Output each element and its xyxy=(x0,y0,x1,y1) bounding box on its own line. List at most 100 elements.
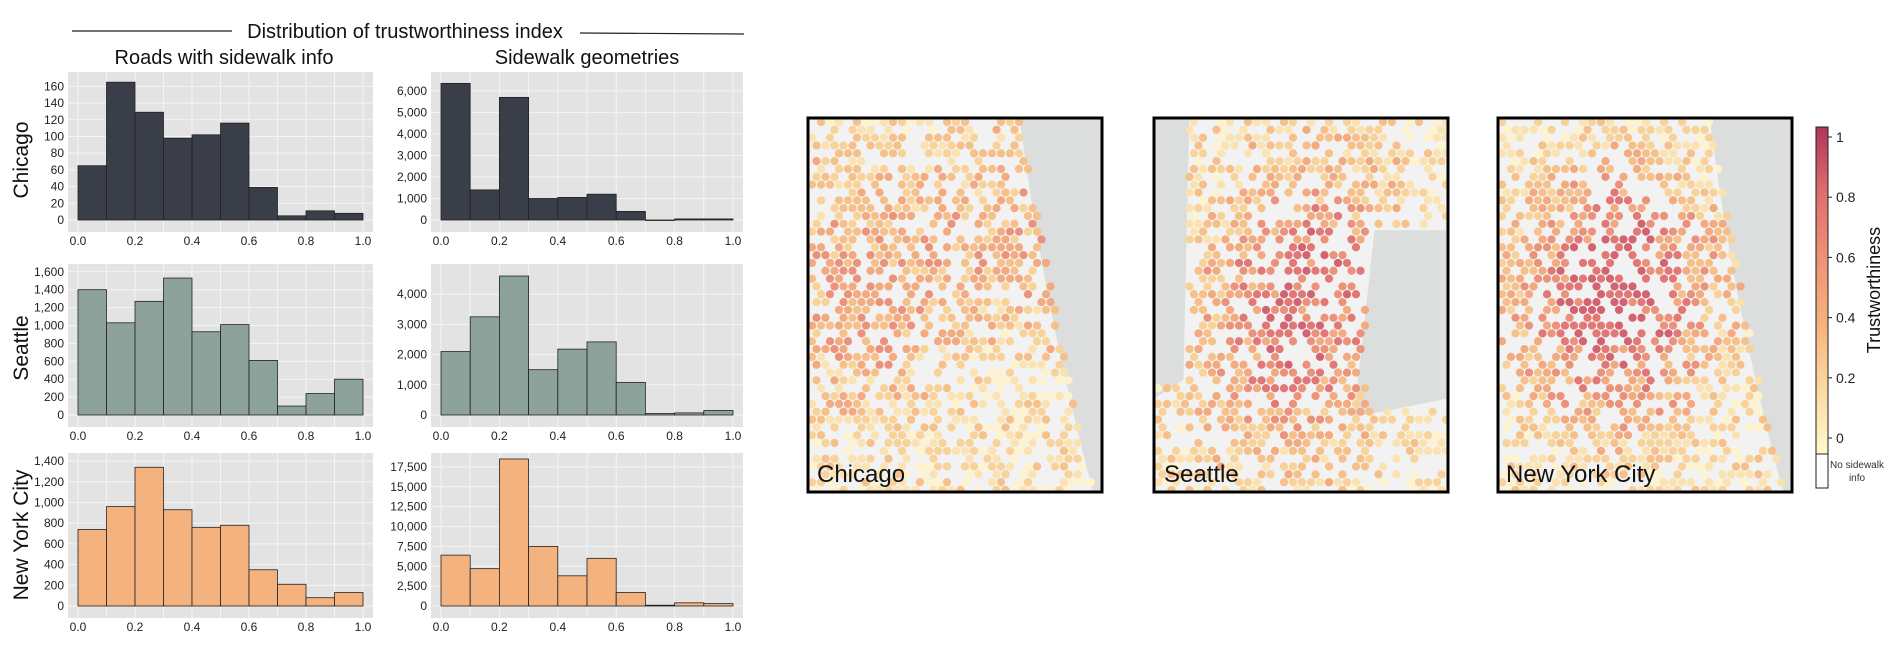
map-hex-cell xyxy=(808,462,817,471)
map-hex-cell xyxy=(1154,384,1163,393)
map-hex-cell xyxy=(1637,219,1646,228)
map-hex-cell xyxy=(1668,321,1678,330)
map-hex-cell xyxy=(1356,266,1365,275)
map-hex-cell xyxy=(1605,258,1615,268)
map-hex-cell xyxy=(1637,125,1646,134)
map-hex-cell xyxy=(1673,485,1682,492)
map-hex-cell xyxy=(866,172,875,181)
map-hex-cell xyxy=(1601,376,1610,385)
map-hex-cell xyxy=(1019,329,1028,338)
map-hex-cell xyxy=(1664,485,1673,492)
map-hex-cell xyxy=(938,297,947,307)
map-hex-cell xyxy=(875,391,884,401)
map-hex-cell xyxy=(1529,204,1538,213)
map-hex-cell xyxy=(956,485,965,492)
map-hex-cell xyxy=(1279,305,1289,315)
map-hex-cell xyxy=(906,196,916,205)
map-hex-cell xyxy=(960,118,970,127)
map-hex-cell xyxy=(1243,415,1253,424)
map-hex-cell xyxy=(1560,196,1570,205)
map-hex-cell xyxy=(1520,485,1529,492)
map-hex-cell xyxy=(1515,431,1525,440)
map-hex-cell xyxy=(951,243,961,252)
map-hex-cell xyxy=(1432,133,1442,142)
map-hex-cell xyxy=(956,438,965,448)
map-hex-cell xyxy=(821,454,830,463)
map-hex-cell xyxy=(866,204,875,213)
row-label-new-york-city: New York City xyxy=(10,469,33,600)
map-hex-cell xyxy=(1664,172,1673,181)
map-hex-cell xyxy=(987,227,997,236)
map-hex-cell xyxy=(1628,141,1637,150)
map-hex-cell xyxy=(1046,297,1055,307)
map-hex-cell xyxy=(1727,407,1736,416)
map-hex-cell xyxy=(1221,423,1230,432)
map-hex-cell xyxy=(1673,282,1682,291)
map-hex-cell xyxy=(1560,290,1570,299)
map-hex-cell xyxy=(902,423,911,432)
map-hex-cell xyxy=(1243,227,1253,236)
map-hex-cell xyxy=(1533,180,1543,189)
map-hex-cell xyxy=(1270,415,1280,424)
map-hex-cell xyxy=(929,141,938,150)
map-hex-cell xyxy=(1511,251,1520,260)
map-hex-cell xyxy=(929,423,938,432)
map-hex-cell xyxy=(875,219,884,228)
map-hex-cell xyxy=(1423,196,1433,205)
map-hex-cell xyxy=(1646,376,1655,385)
map-hex-cell xyxy=(1614,180,1624,189)
map-hex-cell xyxy=(1700,235,1709,244)
map-hex-cell xyxy=(1347,188,1356,197)
map-hex-cell xyxy=(1257,251,1266,260)
x-tick-label: 0.8 xyxy=(298,620,315,634)
map-hex-cell xyxy=(1239,251,1248,260)
map-hex-cell xyxy=(929,297,938,307)
map-hex-cell xyxy=(1592,376,1601,385)
map-hex-cell xyxy=(897,118,907,127)
map-hex-cell xyxy=(1185,391,1194,401)
map-hex-cell xyxy=(1538,329,1547,338)
map-hex-cell xyxy=(1610,344,1619,354)
map-hex-cell xyxy=(1437,157,1446,166)
map-hex-cell xyxy=(879,384,889,393)
map-hex-cell xyxy=(1727,329,1736,338)
map-hex-cell xyxy=(1396,196,1406,205)
map-hex-cell xyxy=(1302,157,1311,166)
map-hex-cell xyxy=(1529,454,1538,463)
map-hex-cell xyxy=(1704,478,1714,487)
map-hex-cell xyxy=(1221,297,1230,307)
map-hex-cell xyxy=(1338,423,1347,432)
map-hex-cell xyxy=(1498,274,1507,283)
map-hex-cell xyxy=(1360,149,1370,158)
map-hex-cell xyxy=(1396,164,1406,174)
map-hex-cell xyxy=(1198,368,1208,377)
map-hex-cell xyxy=(956,282,965,291)
map-hex-cell xyxy=(1324,274,1334,283)
map-hex-cell xyxy=(1533,478,1543,487)
map-hex-cell xyxy=(983,204,992,213)
map-hex-cell xyxy=(1646,485,1655,492)
map-hex-cell xyxy=(1601,391,1610,401)
map-hex-cell xyxy=(1601,485,1610,492)
map-hex-cell xyxy=(987,180,997,189)
map-hex-cell xyxy=(974,172,983,181)
map-hex-cell xyxy=(808,133,817,142)
y-tick-label: 10,000 xyxy=(390,520,427,534)
map-hex-cell xyxy=(812,423,821,432)
map-hex-cell xyxy=(1682,360,1691,369)
map-hex-cell xyxy=(1279,384,1289,393)
map-hex-cell xyxy=(960,211,970,221)
map-hex-cell xyxy=(1270,337,1280,346)
y-tick-label: 1,000 xyxy=(34,318,64,332)
map-hex-cell xyxy=(1578,149,1588,158)
map-hex-cell xyxy=(1275,344,1284,354)
map-hex-cell xyxy=(834,368,844,377)
map-seattle xyxy=(1152,116,1450,494)
map-hex-cell xyxy=(1023,227,1033,236)
map-hex-cell xyxy=(1641,258,1651,268)
map-hex-cell xyxy=(992,485,1001,492)
map-hex-cell xyxy=(1311,204,1320,213)
map-hex-cell xyxy=(1324,399,1334,408)
map-hex-cell xyxy=(965,329,974,338)
map-hex-cell xyxy=(1176,407,1185,416)
